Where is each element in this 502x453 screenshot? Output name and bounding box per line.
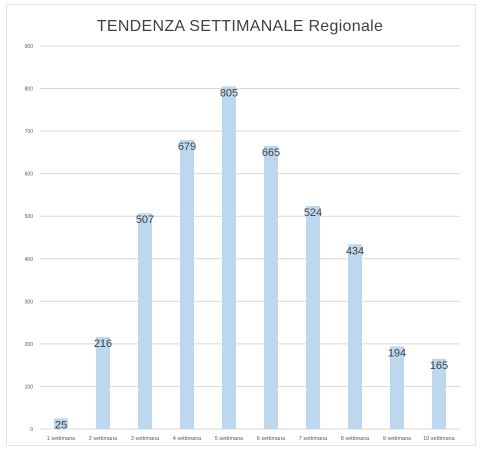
y-tick-label: 100 [25,384,34,390]
y-tick-label: 200 [25,342,34,348]
y-tick-label: 600 [25,172,34,178]
data-label: 507 [136,214,154,226]
x-tick-label: 5 settimana [215,436,244,442]
data-label: 524 [304,207,322,219]
bar [432,358,446,429]
x-tick-label: 1 settimana [47,436,76,442]
x-tick-label: 6 settimana [257,436,286,442]
bar [138,213,152,429]
bar [264,146,278,429]
data-label: 679 [178,141,196,153]
data-label: 165 [430,360,448,372]
bar [54,418,68,429]
data-label: 194 [388,347,406,359]
y-tick-label: 0 [30,427,33,433]
y-tick-label: 800 [25,87,34,93]
chart-title: TENDENZA SETTIMANALE Regionale [96,18,384,35]
y-tick-label: 900 [25,44,34,50]
bar [348,244,362,429]
bar [96,337,110,429]
data-label: 434 [346,245,364,257]
x-tick-label: 8 settimana [341,436,370,442]
x-tick-label: 3 settimana [131,436,160,442]
x-tick-label: 7 settimana [299,436,328,442]
y-tick-label: 500 [25,214,34,220]
x-tick-label: 9 settimana [383,436,412,442]
bar [306,206,320,429]
x-tick-label: 10 settimana [423,436,455,442]
x-tick-label: 4 settimana [173,436,202,442]
bar [180,140,194,429]
data-label: 216 [94,338,112,350]
y-tick-label: 700 [25,129,34,135]
data-label: 805 [220,87,238,99]
data-label: 25 [55,419,67,431]
x-tick-label: 2 settimana [89,436,118,442]
bar [390,346,404,429]
data-label: 665 [262,147,280,159]
bar [222,86,236,429]
y-tick-label: 400 [25,257,34,263]
y-tick-label: 300 [25,299,34,305]
